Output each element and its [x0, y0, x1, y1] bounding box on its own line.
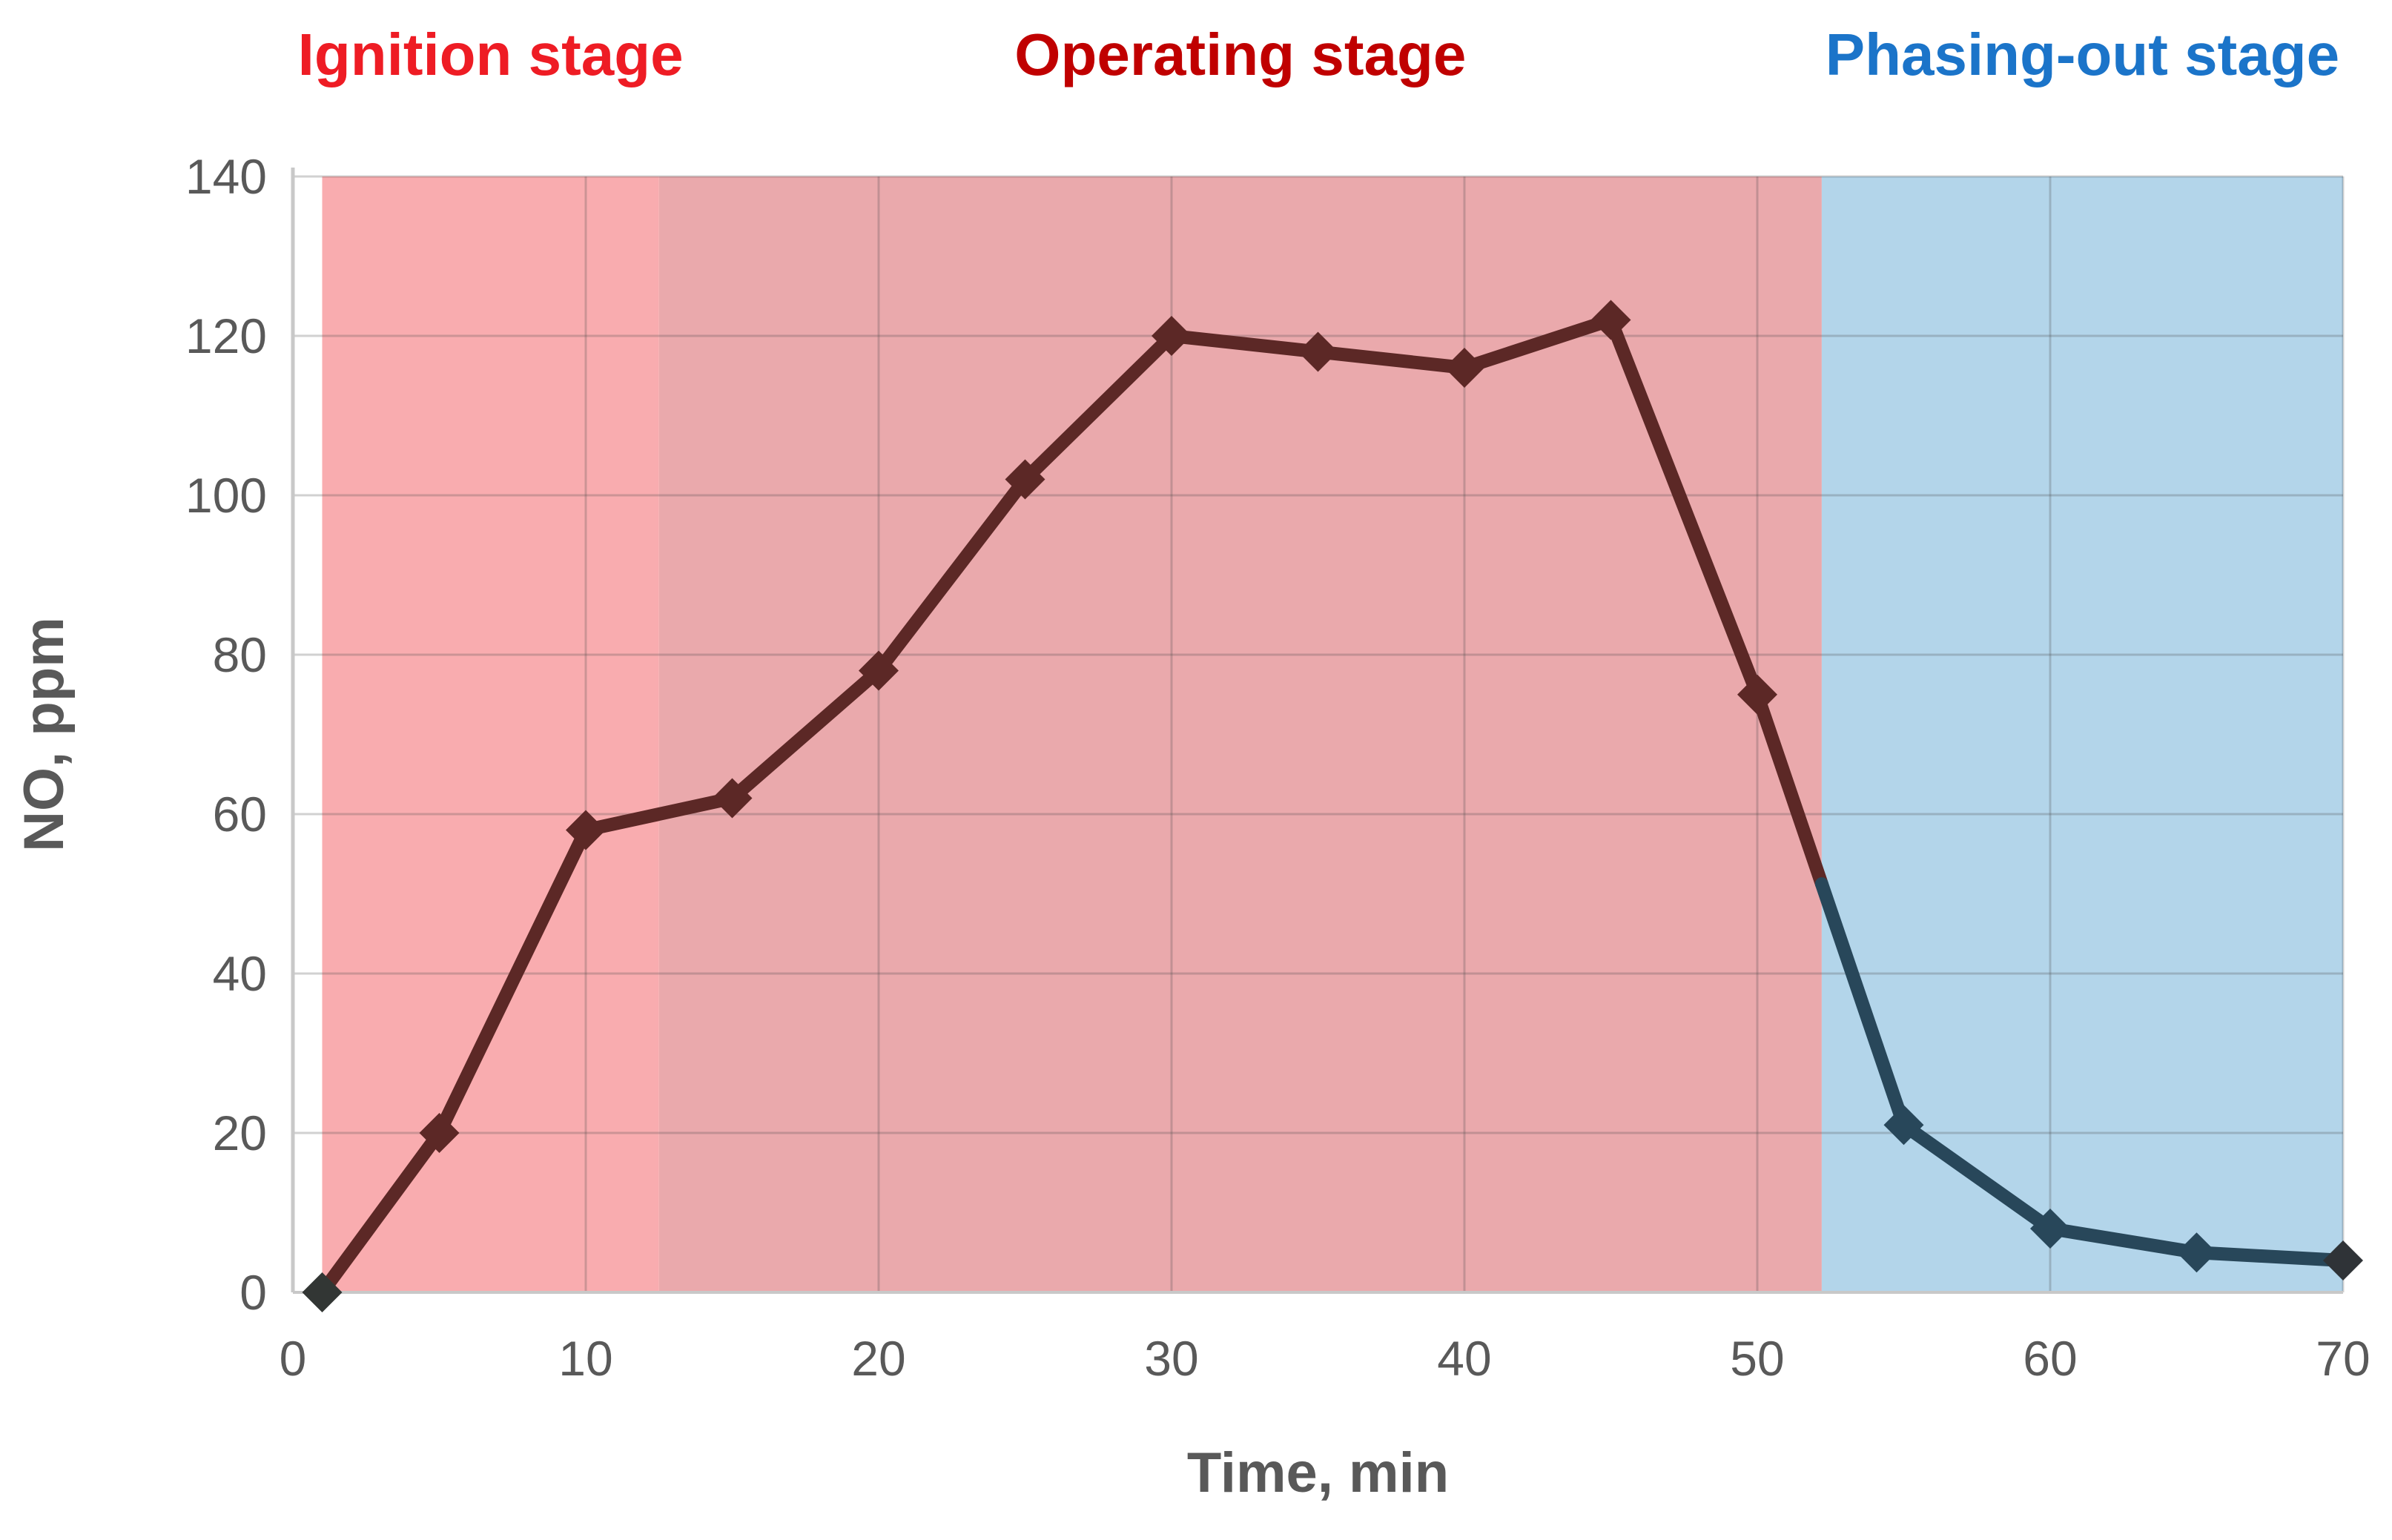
x-tick-label: 50: [1730, 1331, 1784, 1386]
y-tick-label: 0: [239, 1265, 267, 1320]
stage-label-operating: Operating stage: [1014, 22, 1466, 87]
y-axis-title: NO, ppm: [13, 617, 76, 852]
y-tick-label: 100: [185, 468, 267, 523]
data-point-marker: [302, 1272, 343, 1312]
x-tick-label: 40: [1437, 1331, 1491, 1386]
data-point-marker: [1152, 316, 1192, 356]
x-tick-label: 10: [558, 1331, 612, 1386]
no-line-combustion: [315, 313, 1828, 1299]
stage-label-phasing-out: Phasing-out stage: [1826, 22, 2339, 87]
region-ignition: [322, 176, 659, 1292]
data-point-marker: [1444, 348, 1484, 388]
data-point-marker: [859, 650, 899, 691]
y-tick-label: 140: [185, 149, 267, 204]
data-point-marker: [2323, 1240, 2363, 1280]
x-tick-label: 60: [2023, 1331, 2077, 1386]
y-tick-label: 60: [213, 787, 267, 842]
data-point-marker: [1005, 459, 1045, 500]
data-point-marker: [1298, 331, 1338, 372]
data-point-marker: [1737, 674, 1777, 715]
data-point-marker: [712, 778, 753, 819]
y-tick-label: 120: [185, 308, 267, 363]
data-point-marker: [419, 1113, 460, 1153]
x-tick-label: 20: [851, 1331, 905, 1386]
x-tick-label: 30: [1144, 1331, 1198, 1386]
data-point-marker: [1590, 300, 1631, 340]
data-point-marker: [2030, 1209, 2070, 1249]
data-point-marker: [1883, 1105, 1924, 1146]
x-tick-label: 70: [2316, 1331, 2370, 1386]
data-point-marker: [566, 810, 606, 850]
region-phasing-out: [1821, 176, 2343, 1292]
x-axis-title: Time, min: [1187, 1441, 1449, 1504]
y-tick-label: 40: [213, 946, 267, 1001]
y-tick-label: 20: [213, 1106, 267, 1160]
stage-label-ignition: Ignition stage: [298, 22, 684, 87]
y-tick-label: 80: [213, 627, 267, 682]
x-tick-label: 0: [280, 1331, 307, 1386]
data-point-marker: [2176, 1232, 2217, 1273]
